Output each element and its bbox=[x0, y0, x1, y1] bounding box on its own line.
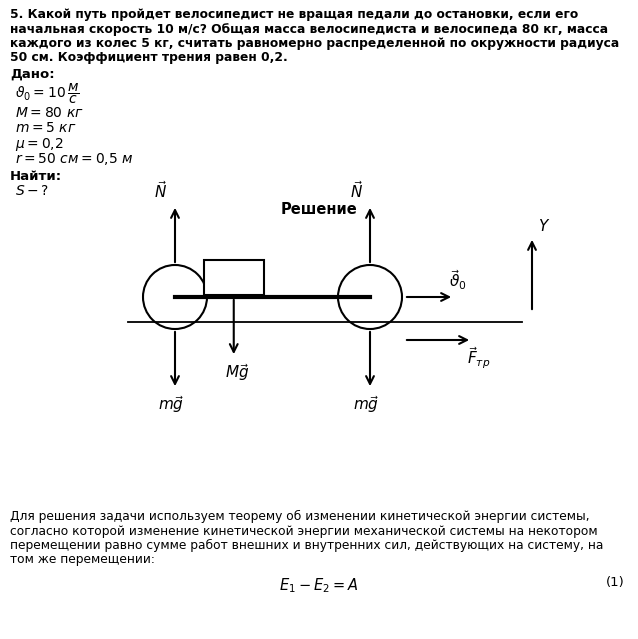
Text: $m = 5\ \mathit{кг}$: $m = 5\ \mathit{кг}$ bbox=[15, 121, 77, 135]
Text: том же перемещении:: том же перемещении: bbox=[10, 553, 155, 567]
Bar bbox=[204, 260, 263, 295]
Text: $\vec{N}$: $\vec{N}$ bbox=[154, 180, 168, 201]
Text: $S - ?$: $S - ?$ bbox=[15, 184, 49, 198]
Text: $m\vec{g}$: $m\vec{g}$ bbox=[353, 394, 379, 415]
Text: каждого из колес 5 кг, считать равномерно распределенной по окружности радиуса: каждого из колес 5 кг, считать равномерн… bbox=[10, 37, 619, 50]
Text: $M = 80\ \mathit{кг}$: $M = 80\ \mathit{кг}$ bbox=[15, 106, 84, 120]
Text: $M\vec{g}$: $M\vec{g}$ bbox=[225, 362, 249, 383]
Text: $\vec{N}$: $\vec{N}$ bbox=[350, 180, 362, 201]
Text: Для решения задачи используем теорему об изменении кинетической энергии системы,: Для решения задачи используем теорему об… bbox=[10, 510, 590, 523]
Text: $E_1 - E_2 = A$: $E_1 - E_2 = A$ bbox=[279, 576, 359, 595]
Text: согласно которой изменение кинетической энергии механической системы на некоторо: согласно которой изменение кинетической … bbox=[10, 525, 598, 537]
Text: $\vartheta_0 = 10\,\dfrac{м}{с}$: $\vartheta_0 = 10\,\dfrac{м}{с}$ bbox=[15, 82, 80, 106]
Text: $\vec{\vartheta}_0$: $\vec{\vartheta}_0$ bbox=[449, 268, 467, 292]
Text: $Y$: $Y$ bbox=[538, 218, 551, 234]
Text: 50 см. Коэффициент трения равен 0,2.: 50 см. Коэффициент трения равен 0,2. bbox=[10, 52, 288, 65]
Text: начальная скорость 10 м/с? Общая масса велосипедиста и велосипеда 80 кг, масса: начальная скорость 10 м/с? Общая масса в… bbox=[10, 22, 608, 36]
Text: Дано:: Дано: bbox=[10, 68, 55, 81]
Text: перемещении равно сумме работ внешних и внутренних сил, действующих на систему, : перемещении равно сумме работ внешних и … bbox=[10, 539, 604, 552]
Text: 5. Какой путь пройдет велосипедист не вращая педали до остановки, если его: 5. Какой путь пройдет велосипедист не вр… bbox=[10, 8, 578, 21]
Text: $m\vec{g}$: $m\vec{g}$ bbox=[158, 394, 184, 415]
Text: $r = 50\ \mathit{см} = 0{,}5\ \mathit{м}$: $r = 50\ \mathit{см} = 0{,}5\ \mathit{м}… bbox=[15, 151, 133, 167]
Text: $\mu = 0{,}2$: $\mu = 0{,}2$ bbox=[15, 136, 64, 153]
Text: Решение: Решение bbox=[281, 202, 357, 217]
Text: Найти:: Найти: bbox=[10, 170, 62, 183]
Text: $\vec{F}_{тр}$: $\vec{F}_{тр}$ bbox=[467, 345, 491, 371]
Text: (1): (1) bbox=[606, 576, 625, 589]
